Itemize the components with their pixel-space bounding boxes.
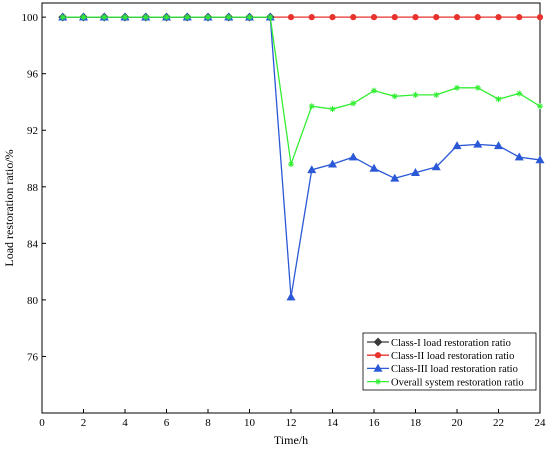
data-point (163, 14, 170, 21)
legend-label: Class-II load restoration ratio (391, 351, 514, 362)
y-tick-label: 92 (27, 125, 38, 137)
data-point (350, 100, 357, 107)
x-tick-label: 24 (535, 417, 547, 429)
data-point (474, 14, 481, 21)
legend-item: Class-I load restoration ratio (367, 337, 511, 349)
data-point (205, 14, 211, 21)
data-point (142, 14, 149, 21)
data-point (288, 161, 294, 168)
data-point (535, 155, 545, 164)
x-tick-label: 18 (410, 417, 422, 429)
legend-label: Class-I load restoration ratio (391, 338, 511, 349)
data-point (433, 91, 440, 98)
series-4 (59, 14, 543, 168)
data-point (433, 14, 440, 21)
data-point (371, 87, 377, 94)
data-point (431, 162, 441, 171)
x-tick-label: 22 (493, 417, 504, 429)
data-point (122, 14, 128, 21)
y-tick-label: 80 (27, 295, 39, 307)
series-line (62, 16, 541, 298)
data-point (495, 14, 502, 21)
data-point (373, 337, 383, 347)
y-tick-label: 84 (27, 238, 39, 250)
data-point (246, 14, 253, 21)
data-point (308, 103, 315, 110)
x-tick-label: 20 (452, 417, 464, 429)
legend-box (362, 332, 537, 391)
data-point (329, 106, 336, 113)
legend-label: Overall system restoration ratio (391, 377, 524, 388)
series-3 (58, 12, 545, 301)
data-point (453, 14, 461, 21)
data-point (516, 14, 523, 21)
data-point (80, 14, 87, 21)
data-point (454, 84, 460, 91)
y-tick-label: 100 (22, 12, 39, 24)
legend-item: Class-II load restoration ratio (367, 351, 514, 362)
data-point (286, 292, 296, 301)
data-point (516, 90, 523, 97)
data-point (410, 168, 421, 176)
x-tick-label: 8 (205, 417, 211, 429)
x-axis-title: Time/h (274, 433, 308, 447)
data-point (348, 152, 358, 161)
x-tick-label: 12 (286, 417, 297, 429)
x-tick-label: 4 (122, 417, 128, 429)
data-point (350, 14, 357, 21)
y-axis-title: Load restoration ratio/% (2, 149, 16, 266)
x-tick-label: 0 (39, 417, 45, 429)
data-point (287, 14, 295, 21)
data-point (327, 159, 338, 168)
x-tick-label: 14 (327, 417, 339, 429)
data-point (391, 14, 398, 21)
data-point (391, 93, 398, 100)
data-point (452, 141, 462, 150)
data-point (374, 352, 382, 359)
legend-item: Overall system restoration ratio (367, 377, 524, 388)
data-point (390, 173, 400, 182)
data-point (329, 14, 336, 21)
data-point (536, 14, 544, 21)
data-point (373, 363, 383, 372)
data-point (495, 96, 502, 103)
data-point (369, 163, 379, 172)
data-point (184, 14, 191, 21)
data-point (101, 14, 108, 21)
data-point (225, 14, 232, 21)
legend-label: Class-III load restoration ratio (391, 364, 518, 375)
data-point (412, 14, 419, 21)
x-tick-label: 2 (81, 417, 87, 429)
legend: Class-I load restoration ratio Class-II l… (362, 332, 537, 391)
data-point (412, 91, 419, 98)
x-tick-label: 10 (244, 417, 256, 429)
data-point (307, 165, 317, 174)
data-point (267, 14, 274, 21)
series-line (62, 16, 541, 165)
data-point (59, 14, 66, 21)
data-point (308, 14, 315, 21)
y-tick-label: 76 (27, 351, 39, 363)
data-point (514, 152, 524, 161)
data-point (474, 84, 481, 91)
data-point (473, 139, 483, 148)
y-tick-label: 96 (27, 69, 39, 81)
data-point (493, 141, 504, 150)
x-tick-label: 6 (164, 417, 170, 429)
series-layer (58, 12, 545, 301)
data-point (370, 14, 378, 21)
data-point (375, 378, 381, 385)
data-point (537, 103, 543, 110)
y-tick-label: 88 (27, 182, 39, 194)
x-tick-label: 16 (369, 417, 381, 429)
legend-item: Class-III load restoration ratio (367, 363, 518, 375)
